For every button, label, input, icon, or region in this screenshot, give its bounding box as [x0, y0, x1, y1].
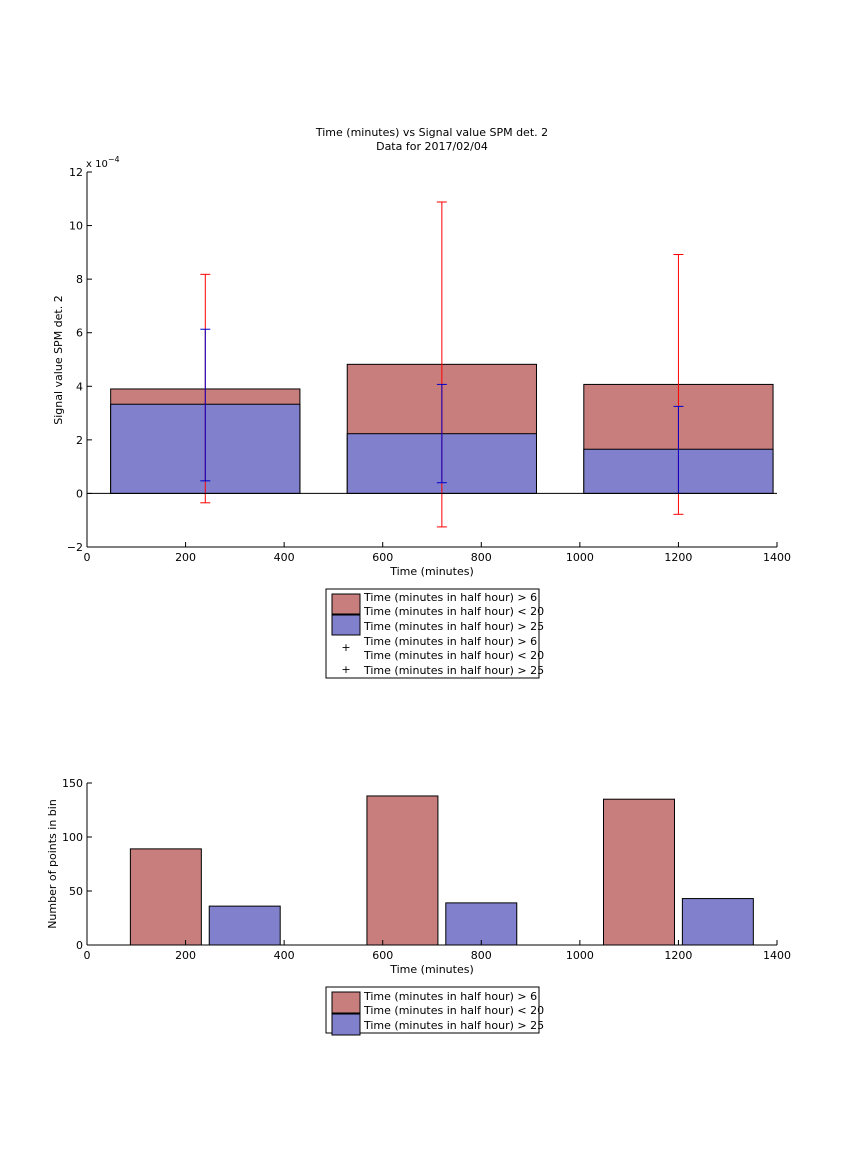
chart1-title: Time (minutes) vs Signal value SPM det. … — [315, 126, 548, 139]
chart1-legend-entry: Time (minutes in half hour) > 6 — [363, 591, 537, 604]
x-tick-label: 800 — [471, 949, 492, 962]
count-chart: 0 200 400 600 800 1000 1200 1400 0 50 100 150 Time … — [46, 777, 791, 1036]
x-tick-label: 1400 — [763, 949, 791, 962]
y-tick-label: 150 — [62, 777, 83, 790]
y-tick-label: 0 — [76, 939, 83, 952]
chart1-legend-entry: Time (minutes in half hour) < 20 — [363, 649, 544, 662]
x-tick-label: 600 — [372, 949, 393, 962]
chart2-bars — [129, 795, 754, 946]
chart2-legend-box — [325, 986, 540, 1034]
legend-blue-marker: + — [341, 663, 350, 676]
chart1-legend-entry: Time (minutes in half hour) < 20 — [363, 605, 544, 618]
bar-blue — [681, 898, 754, 946]
x-tick-label: 200 — [175, 949, 196, 962]
x-tick-label: 1200 — [664, 551, 692, 564]
y-tick-label: −2 — [67, 541, 83, 554]
legend-swatch-blue — [331, 1013, 361, 1036]
y-tick-label: 12 — [69, 166, 83, 179]
chart2-axes: 0 200 400 600 800 1000 1200 1400 0 50 100 150 — [62, 777, 791, 962]
legend-swatch-red — [331, 991, 361, 1014]
y-tick-label: 2 — [76, 434, 83, 447]
chart1-legend-entry: Time (minutes in half hour) > 25 — [363, 620, 544, 633]
x-tick-label: 1200 — [664, 949, 692, 962]
chart2-legend-entry: Time (minutes in half hour) > 25 — [363, 1019, 544, 1032]
chart1-legend-entry: Time (minutes in half hour) > 6 — [363, 635, 537, 648]
x-tick-label: 800 — [471, 551, 492, 564]
bar-red — [366, 795, 439, 946]
chart2-legend-entry: Time (minutes in half hour) < 20 — [363, 1004, 544, 1017]
bar-blue — [445, 902, 518, 946]
bar-blue — [208, 905, 281, 946]
chart1-y-exponent: x 10−4 — [86, 155, 120, 170]
bar-red — [603, 798, 675, 946]
legend-swatch-red — [331, 593, 361, 615]
x-tick-label: 600 — [372, 551, 393, 564]
legend-swatch-blue — [331, 614, 361, 636]
chart1-legend: + + Time (minutes in half hour) > 6 Time… — [325, 588, 544, 679]
legend-red-marker: + — [341, 641, 350, 654]
x-tick-label: 400 — [274, 551, 295, 564]
y-tick-label: 4 — [76, 380, 83, 393]
x-tick-label: 1000 — [566, 949, 594, 962]
signal-chart: Time (minutes) vs Signal value SPM det. … — [52, 126, 791, 679]
x-tick-label: 200 — [175, 551, 196, 564]
x-tick-label: 1400 — [763, 551, 791, 564]
y-tick-label: 100 — [62, 831, 83, 844]
y-tick-label: 0 — [76, 487, 83, 500]
chart1-error-bars — [200, 201, 684, 528]
chart1-xlabel: Time (minutes) — [389, 565, 474, 578]
chart2-legend-entry: Time (minutes in half hour) > 6 — [363, 990, 537, 1003]
y-tick-label: 6 — [76, 327, 83, 340]
bar-red — [129, 848, 202, 946]
y-tick-label: 8 — [76, 273, 83, 286]
x-tick-label: 0 — [84, 949, 91, 962]
chart2-legend: Time (minutes in half hour) > 6 Time (mi… — [325, 986, 544, 1036]
x-tick-label: 1000 — [566, 551, 594, 564]
x-tick-label: 0 — [84, 551, 91, 564]
chart1-subtitle: Data for 2017/02/04 — [376, 140, 488, 153]
chart2-ylabel: Number of points in bin — [46, 799, 59, 929]
y-tick-label: 10 — [69, 220, 83, 233]
x-tick-label: 400 — [274, 949, 295, 962]
chart2-xlabel: Time (minutes) — [389, 963, 474, 976]
chart1-legend-box — [325, 588, 540, 679]
chart1-ylabel: Signal value SPM det. 2 — [52, 295, 65, 425]
chart1-legend-entry: Time (minutes in half hour) > 25 — [363, 664, 544, 677]
y-tick-label: 50 — [69, 885, 83, 898]
